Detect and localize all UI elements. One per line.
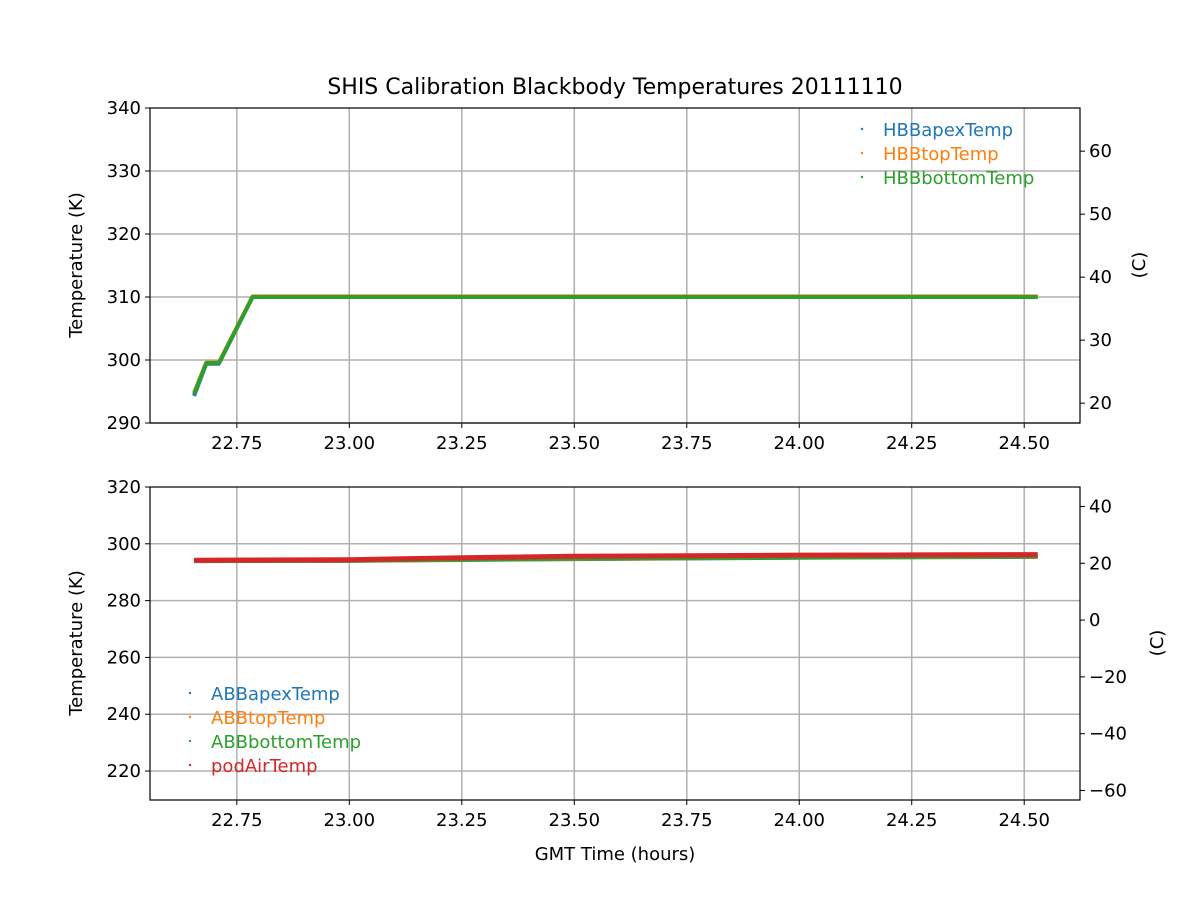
y-right-tick-label: −60 [1089, 780, 1127, 801]
top-y-axis-right-label: (C) [1129, 252, 1150, 279]
x-tick-label: 23.75 [661, 810, 713, 831]
y-tick-label: 330 [107, 161, 141, 182]
y-right-tick-label: 40 [1089, 496, 1112, 517]
legend-label: HBBapexTemp [883, 120, 1013, 141]
series-line-HBBbottomTemp [192, 295, 1038, 395]
x-tick-label: 22.75 [211, 433, 263, 454]
y-right-tick-label: 50 [1089, 204, 1112, 225]
legend-marker [188, 739, 192, 743]
legend-marker [860, 151, 864, 155]
x-tick-label: 24.25 [886, 810, 938, 831]
chart-title: SHIS Calibration Blackbody Temperatures … [327, 75, 902, 100]
bottom-y-axis-right-label: (C) [1147, 630, 1168, 657]
y-right-tick-label: −20 [1089, 667, 1127, 688]
x-tick-label: 22.75 [211, 810, 263, 831]
plot-frame [149, 107, 1081, 424]
y-tick-label: 220 [107, 761, 141, 782]
legend-label: podAirTemp [211, 756, 318, 777]
top-y-axis-label: Temperature (K) [66, 192, 87, 339]
bottom-y-axis-label: Temperature (K) [66, 570, 87, 717]
legend-label: HBBbottomTemp [883, 168, 1034, 189]
y-tick-label: 300 [107, 350, 141, 371]
x-tick-label: 23.50 [549, 810, 601, 831]
y-right-tick-label: 20 [1089, 393, 1112, 414]
series-line-podAirTemp [194, 552, 1038, 563]
y-right-tick-label: −40 [1089, 724, 1127, 745]
legend-label: HBBtopTemp [883, 144, 999, 165]
x-tick-label: 24.25 [886, 433, 938, 454]
x-tick-label: 23.75 [661, 433, 713, 454]
y-tick-label: 300 [107, 534, 141, 555]
x-tick-label: 24.00 [773, 433, 825, 454]
legend-marker [188, 715, 192, 719]
y-right-tick-label: 0 [1089, 610, 1100, 631]
y-right-tick-label: 30 [1089, 330, 1112, 351]
x-axis-label: GMT Time (hours) [535, 844, 696, 865]
y-tick-label: 240 [107, 704, 141, 725]
plot-frame [149, 486, 1081, 801]
y-right-tick-label: 40 [1089, 267, 1112, 288]
y-tick-label: 310 [107, 287, 141, 308]
y-tick-label: 320 [107, 224, 141, 245]
x-tick-label: 23.00 [324, 810, 376, 831]
x-tick-label: 23.25 [436, 810, 488, 831]
legend-marker [860, 175, 864, 179]
x-tick-label: 24.50 [998, 433, 1050, 454]
x-tick-label: 23.25 [436, 433, 488, 454]
y-tick-label: 340 [107, 98, 141, 119]
y-tick-label: 290 [107, 413, 141, 434]
legend-label: ABBbottomTemp [211, 732, 361, 753]
x-tick-label: 23.50 [549, 433, 601, 454]
legend-marker [188, 691, 192, 695]
y-tick-label: 320 [107, 477, 141, 498]
legend-label: ABBtopTemp [211, 708, 325, 729]
x-tick-label: 24.00 [773, 810, 825, 831]
y-tick-label: 260 [107, 647, 141, 668]
x-tick-label: 23.00 [324, 433, 376, 454]
legend-marker [188, 763, 192, 767]
y-right-tick-label: 20 [1089, 553, 1112, 574]
x-tick-label: 24.50 [998, 810, 1050, 831]
legend-label: ABBapexTemp [211, 684, 340, 705]
y-tick-label: 280 [107, 591, 141, 612]
legend-marker [860, 127, 864, 131]
y-right-tick-label: 60 [1089, 141, 1112, 162]
